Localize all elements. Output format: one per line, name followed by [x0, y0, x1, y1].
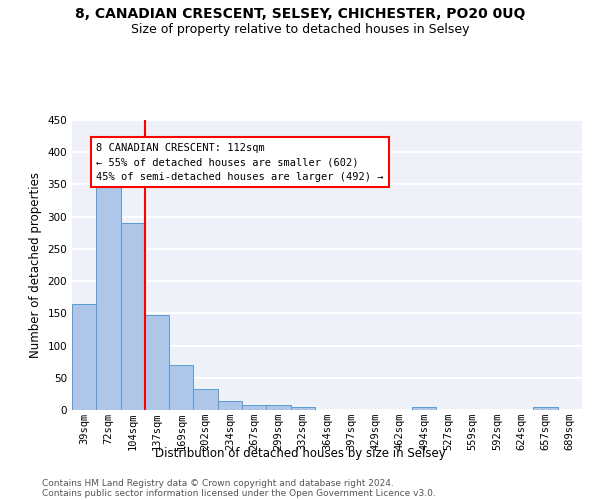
- Bar: [121, 223, 145, 410]
- Bar: [218, 401, 242, 410]
- Bar: [96, 168, 121, 410]
- Bar: [72, 304, 96, 410]
- Bar: [290, 407, 315, 410]
- Text: Contains public sector information licensed under the Open Government Licence v3: Contains public sector information licen…: [42, 488, 436, 498]
- Text: Size of property relative to detached houses in Selsey: Size of property relative to detached ho…: [131, 22, 469, 36]
- Bar: [242, 406, 266, 410]
- Text: Distribution of detached houses by size in Selsey: Distribution of detached houses by size …: [155, 448, 445, 460]
- Bar: [533, 408, 558, 410]
- Bar: [169, 365, 193, 410]
- Bar: [266, 406, 290, 410]
- Text: 8 CANADIAN CRESCENT: 112sqm
← 55% of detached houses are smaller (602)
45% of se: 8 CANADIAN CRESCENT: 112sqm ← 55% of det…: [96, 142, 384, 182]
- Text: Contains HM Land Registry data © Crown copyright and database right 2024.: Contains HM Land Registry data © Crown c…: [42, 478, 394, 488]
- Bar: [412, 408, 436, 410]
- Bar: [193, 388, 218, 410]
- Bar: [145, 316, 169, 410]
- Text: 8, CANADIAN CRESCENT, SELSEY, CHICHESTER, PO20 0UQ: 8, CANADIAN CRESCENT, SELSEY, CHICHESTER…: [75, 8, 525, 22]
- Y-axis label: Number of detached properties: Number of detached properties: [29, 172, 42, 358]
